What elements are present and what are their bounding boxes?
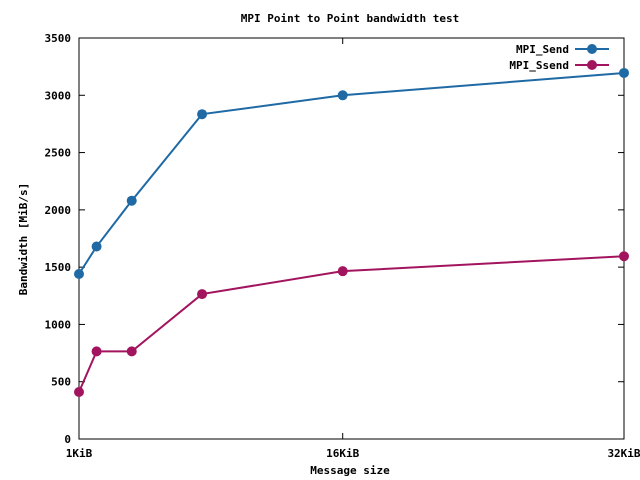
legend-label-mpi-send: MPI_Send bbox=[516, 43, 569, 56]
data-point-mpi-ssend bbox=[74, 387, 84, 398]
x-axis-label: Message size bbox=[310, 464, 390, 477]
chart-title: MPI Point to Point bandwidth test bbox=[241, 12, 460, 25]
plot-area bbox=[78, 37, 625, 440]
series-layer bbox=[74, 67, 629, 398]
series-line-mpi-ssend bbox=[78, 255, 625, 393]
series-line-mpi-send bbox=[78, 71, 625, 275]
y-axis-label: Bandwidth [MiB/s] bbox=[17, 183, 30, 296]
y-tick-label: 2500 bbox=[45, 147, 72, 160]
data-point-mpi-send bbox=[619, 67, 629, 78]
data-point-mpi-ssend bbox=[337, 266, 348, 277]
y-tick-label: 3000 bbox=[45, 89, 72, 102]
y-tick-label: 500 bbox=[51, 376, 71, 389]
y-tick-label: 3500 bbox=[45, 32, 72, 45]
legend: MPI_Send MPI_Ssend bbox=[509, 43, 609, 72]
y-axis: 0 500 1000 1500 2000 2500 3000 3500 bbox=[45, 32, 624, 446]
data-point-mpi-ssend bbox=[126, 346, 137, 357]
x-tick-label: 16KiB bbox=[326, 447, 359, 460]
data-point-mpi-ssend bbox=[619, 251, 629, 262]
y-tick-label: 1500 bbox=[45, 261, 72, 274]
x-tick-label: 1KiB bbox=[66, 447, 93, 460]
data-point-mpi-send bbox=[91, 241, 102, 252]
data-point-mpi-send bbox=[74, 269, 84, 280]
legend-label-mpi-ssend: MPI_Ssend bbox=[509, 59, 569, 72]
data-point-mpi-send bbox=[337, 90, 348, 101]
data-point-mpi-ssend bbox=[197, 289, 208, 300]
y-tick-label: 2000 bbox=[45, 204, 72, 217]
data-point-mpi-send bbox=[126, 195, 137, 206]
x-tick-label: 32KiB bbox=[607, 447, 640, 460]
legend-marker-mpi-send bbox=[587, 44, 597, 54]
x-axis: 1KiB 16KiB 32KiB bbox=[66, 38, 640, 460]
y-tick-label: 1000 bbox=[45, 318, 72, 331]
y-tick-label: 0 bbox=[64, 433, 71, 446]
data-point-mpi-ssend bbox=[91, 346, 102, 357]
data-point-mpi-send bbox=[197, 109, 208, 120]
legend-marker-mpi-ssend bbox=[587, 60, 597, 70]
